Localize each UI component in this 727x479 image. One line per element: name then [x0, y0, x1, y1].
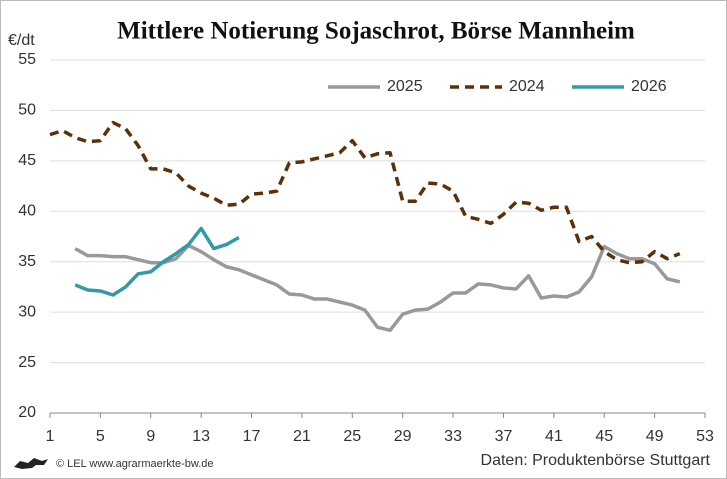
- x-tick-label: 25: [343, 428, 361, 445]
- footer-left: © LEL www.agrarmaerkte-bw.de: [56, 458, 214, 470]
- x-tick-label: 29: [394, 428, 412, 445]
- x-tick-label: 41: [545, 428, 563, 445]
- x-tick-label: 49: [646, 428, 664, 445]
- y-tick-label: 35: [18, 253, 36, 270]
- x-tick-label: 5: [96, 428, 105, 445]
- x-tick-label: 9: [146, 428, 155, 445]
- x-tick-label: 1: [46, 428, 55, 445]
- x-tick-label: 13: [192, 428, 210, 445]
- y-tick-label: 25: [18, 354, 36, 371]
- legend-label: 2025: [387, 78, 423, 95]
- x-tick-label: 21: [293, 428, 311, 445]
- footer-right: Daten: Produktenbörse Stuttgart: [481, 452, 711, 469]
- x-tick-label: 53: [696, 428, 714, 445]
- x-tick-label: 33: [444, 428, 462, 445]
- legend-label: 2024: [509, 78, 545, 95]
- series-line: [74, 226, 240, 297]
- y-tick-label: 20: [18, 404, 36, 421]
- x-tick-label: 37: [495, 428, 513, 445]
- logo: [14, 458, 48, 469]
- chart-title: Mittlere Notierung Sojaschrot, Börse Man…: [117, 18, 635, 45]
- series-line: [49, 120, 681, 265]
- y-tick-label: 30: [18, 303, 36, 320]
- y-tick-label: 45: [18, 152, 36, 169]
- y-tick-label: 55: [18, 51, 36, 68]
- y-axis-label: €/dt: [8, 32, 35, 49]
- x-tick-label: 45: [595, 428, 613, 445]
- y-tick-label: 50: [18, 102, 36, 119]
- series-line: [74, 243, 681, 333]
- y-tick-label: 40: [18, 203, 36, 220]
- legend-label: 2026: [631, 78, 667, 95]
- x-tick-label: 17: [243, 428, 261, 445]
